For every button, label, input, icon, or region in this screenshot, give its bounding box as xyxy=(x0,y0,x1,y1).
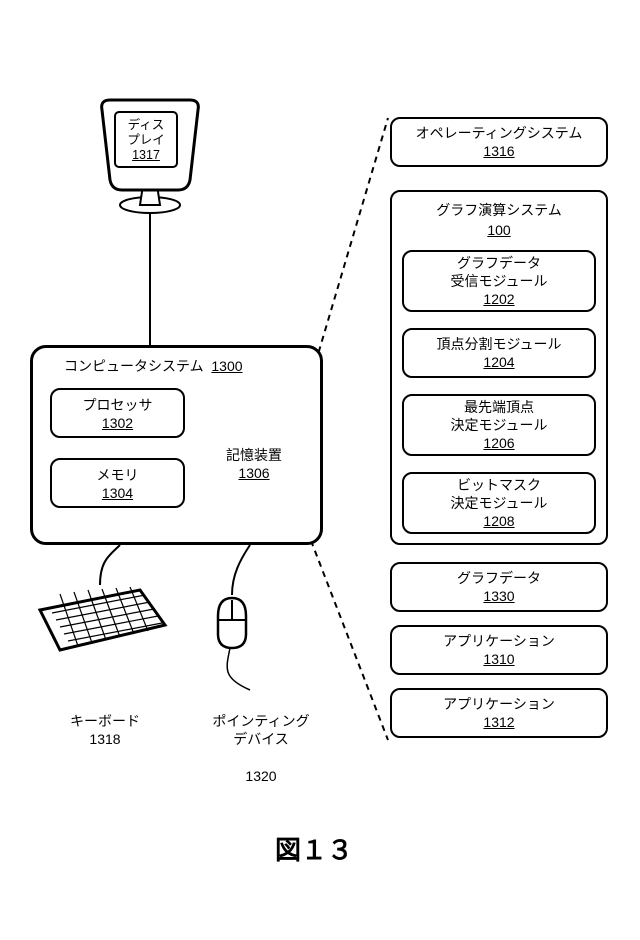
graph-sys-title: グラフ演算システム xyxy=(400,200,598,220)
pointing-num: 1320 xyxy=(196,767,326,785)
edge-mouse-cs xyxy=(232,545,250,595)
app2-box: アプリケーション 1312 xyxy=(390,688,608,738)
keyboard-text: キーボード xyxy=(50,712,160,730)
cs-title-num: 1300 xyxy=(211,358,242,374)
display-text: ディス プレイ xyxy=(118,118,174,148)
storage-text: 記憶装置 xyxy=(208,445,300,465)
app1-num: 1310 xyxy=(483,650,514,668)
app2-label: アプリケーション xyxy=(443,695,555,713)
cs-title-text: コンピュータシステム xyxy=(64,358,204,374)
mod-recv-l2: 受信モジュール xyxy=(450,272,547,290)
processor-num: 1302 xyxy=(102,415,133,431)
mod-frontier-box: 最先端頂点 決定モジュール 1206 xyxy=(402,394,596,456)
mod-frontier-l1: 最先端頂点 xyxy=(464,398,534,416)
mod-bitmask-box: ビットマスク 決定モジュール 1208 xyxy=(402,472,596,534)
os-label: オペレーティングシステム xyxy=(416,124,583,142)
graph-data-label: グラフデータ xyxy=(457,569,541,587)
app2-num: 1312 xyxy=(483,713,514,731)
graph-sys-num: 100 xyxy=(400,222,598,238)
mod-split-num: 1204 xyxy=(483,353,514,371)
display-num: 1317 xyxy=(118,148,174,163)
graph-data-num: 1330 xyxy=(483,587,514,605)
mod-recv-l1: グラフデータ xyxy=(457,254,541,272)
pointing-text: ポインティング デバイス xyxy=(196,712,326,748)
memory-label: メモリ xyxy=(97,465,139,485)
edge-keyboard-cs xyxy=(100,545,120,585)
mouse-label-line xyxy=(227,648,250,690)
keyboard-num: 1318 xyxy=(50,730,160,748)
diagram-root: ディス プレイ 1317 コンピュータシステム 1300 プロセッサ 1302 … xyxy=(0,0,640,940)
processor-label: プロセッサ xyxy=(83,395,153,415)
display-label: ディス プレイ 1317 xyxy=(118,118,174,163)
memory-box: メモリ 1304 xyxy=(50,458,185,508)
os-num: 1316 xyxy=(483,142,514,160)
os-box: オペレーティングシステム 1316 xyxy=(390,117,608,167)
mod-recv-num: 1202 xyxy=(483,290,514,308)
memory-num: 1304 xyxy=(102,485,133,501)
computer-system-title: コンピュータシステム 1300 xyxy=(64,356,243,376)
storage-num: 1306 xyxy=(208,465,300,481)
app1-label: アプリケーション xyxy=(443,632,555,650)
app1-box: アプリケーション 1310 xyxy=(390,625,608,675)
pointing-label: ポインティング デバイス 1320 xyxy=(196,694,326,803)
graph-data-box: グラフデータ 1330 xyxy=(390,562,608,612)
processor-box: プロセッサ 1302 xyxy=(50,388,185,438)
keyboard-label: キーボード 1318 xyxy=(50,712,160,748)
figure-caption: 図１３ xyxy=(275,830,353,867)
storage-label: 記憶装置 1306 xyxy=(208,445,300,481)
mod-recv-box: グラフデータ 受信モジュール 1202 xyxy=(402,250,596,312)
mouse-icon xyxy=(218,598,246,648)
mod-frontier-l2: 決定モジュール xyxy=(450,416,547,434)
mod-bitmask-l2: 決定モジュール xyxy=(450,494,547,512)
mod-split-box: 頂点分割モジュール 1204 xyxy=(402,328,596,378)
mod-bitmask-l1: ビットマスク xyxy=(457,476,541,494)
mod-split-label: 頂点分割モジュール xyxy=(436,335,561,353)
keyboard-icon xyxy=(40,587,165,650)
mod-frontier-num: 1206 xyxy=(483,434,514,452)
mod-bitmask-num: 1208 xyxy=(483,512,514,530)
